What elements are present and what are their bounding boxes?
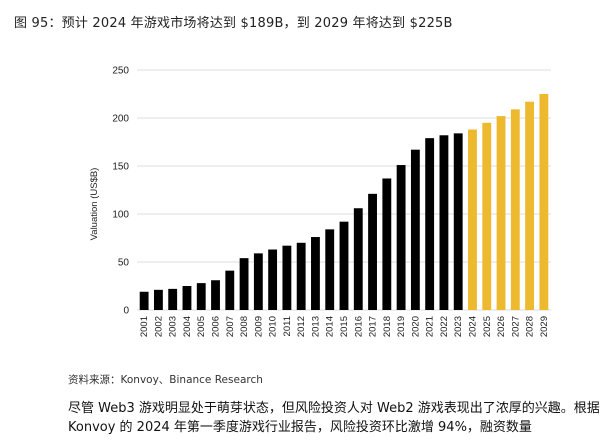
x-tick-label: 2024 [467,316,478,337]
forecast-bar-2027 [510,109,520,310]
forecast-bar-2029 [539,94,549,310]
x-tick-label: 2019 [396,316,407,337]
x-tick-label: 2021 [425,316,436,337]
x-tick-label: 2026 [496,316,507,337]
bar-2015 [339,221,349,310]
bar-2019 [396,165,406,310]
x-tick-label: 2012 [296,316,307,337]
bar-2005 [196,283,206,310]
x-tick-label: 2018 [382,316,393,337]
bar-2021 [425,138,435,310]
x-tick-label: 2002 [153,316,164,337]
bar-2004 [182,286,192,310]
forecast-bar-2024 [468,129,477,310]
bar-2020 [410,149,420,310]
y-tick-label: 100 [112,210,129,221]
forecast-bar-2028 [525,101,535,311]
forecast-bar-2025 [482,122,492,310]
bar-2014 [325,229,335,310]
figure-title: 图 95：预计 2024 年游戏市场将达到 $189B，到 2029 年将达到 … [14,16,453,31]
x-tick-label: 2025 [482,316,493,337]
y-tick-label: 250 [112,66,129,77]
x-tick-label: 2028 [525,316,536,337]
y-tick-label: 50 [118,258,130,269]
bar-2009 [253,253,263,310]
x-tick-label: 2006 [211,316,222,337]
body-paragraph: 尽管 Web3 游戏明显处于萌芽状态，但风险投资人对 Web2 游戏表现出了浓厚… [68,399,600,437]
y-tick-label: 0 [123,306,129,317]
bar-2012 [296,242,306,310]
x-tick-label: 2017 [368,316,379,337]
source-note: 资料来源：Konvoy、Binance Research [68,374,263,386]
x-tick-label: 2004 [182,316,193,337]
x-tick-label: 2001 [139,316,150,337]
y-tick-labels: 0 50 100 150 200 250 [112,66,129,317]
x-tick-labels: 2001 2002 2003 2004 2005 2006 2007 2008 2009 2010… [139,316,550,337]
x-tick-label: 2003 [168,316,179,337]
x-tick-label: 2014 [325,316,336,337]
bar-2022 [439,135,449,310]
x-tick-label: 2011 [282,316,293,336]
bar-2010 [268,249,278,310]
bar-2003 [168,288,178,310]
bar-2017 [368,193,377,310]
x-tick-label: 2020 [410,316,421,337]
bar-2001 [139,291,149,310]
bar-2018 [382,178,392,310]
x-tick-label: 2005 [196,316,207,337]
bar-2013 [311,237,320,310]
body-line-1: 尽管 Web3 游戏明显处于萌芽状态，但风险投资人对 Web2 游戏表现出了浓厚… [68,401,600,416]
x-tick-label: 2027 [510,316,521,337]
x-tick-label: 2022 [439,316,450,337]
bar-2016 [353,208,363,310]
y-tick-label: 200 [112,114,129,125]
valuation-bar-chart: 0 50 100 150 200 250 2001 2002 2003 2004 2005 2006… [89,66,551,337]
x-tick-label: 2023 [453,316,464,337]
bar-2007 [225,270,235,310]
y-axis-label: Valuation (US$B) [89,168,100,241]
bar-2008 [239,258,249,310]
x-tick-label: 2029 [539,316,550,337]
body-line-2: Konvoy 的 2024 年第一季度游戏行业报告，风险投资环比激增 94%，融… [68,420,532,435]
x-tick-label: 2013 [310,316,321,337]
bar-2023 [453,133,463,310]
bar-2011 [282,245,292,310]
x-tick-label: 2008 [239,316,250,337]
bars [139,94,549,311]
y-tick-label: 150 [112,162,129,173]
x-tick-label: 2010 [268,316,279,337]
x-tick-label: 2007 [225,316,236,337]
forecast-bar-2026 [496,116,506,310]
x-tick-label: 2015 [339,316,350,337]
bar-2006 [211,280,220,310]
bar-2002 [153,289,163,310]
x-tick-label: 2016 [353,316,364,337]
x-tick-label: 2009 [253,316,264,337]
